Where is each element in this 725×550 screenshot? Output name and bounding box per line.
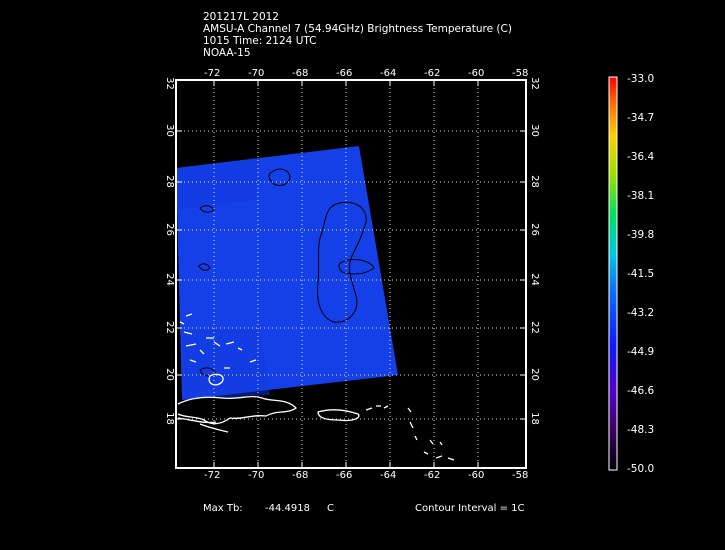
- lon-tick-top: -58: [512, 68, 529, 79]
- lon-tick-top: -62: [424, 68, 441, 79]
- max-tb-value: -44.4918: [265, 503, 310, 514]
- lat-tick-left: 20: [163, 368, 175, 381]
- lat-tick-left: 22: [163, 321, 175, 334]
- lat-tick-left: 26: [163, 223, 175, 236]
- hispaniola-coast: [208, 373, 224, 386]
- lon-tick-top: -70: [248, 68, 265, 79]
- colorbar: [608, 76, 618, 471]
- time-title-line: 1015 Time: 2124 UTC: [203, 35, 317, 47]
- lon-tick-bottom: -68: [292, 470, 309, 481]
- lon-tick-top: -68: [292, 68, 309, 79]
- frame-ticks: [176, 80, 526, 468]
- colorbar-label: -41.5: [627, 268, 655, 280]
- lat-tick-right: 26: [528, 223, 540, 236]
- contour-line: [198, 263, 211, 271]
- lon-tick-bottom: -66: [336, 470, 353, 481]
- hispaniola-coast: [177, 395, 297, 425]
- colorbar-label: -46.6: [627, 385, 655, 397]
- max-tb-unit: C: [327, 503, 334, 514]
- lat-tick-left: 18: [163, 412, 175, 425]
- bahamas-coast: [179, 313, 257, 369]
- satellite-title-line: NOAA-15: [203, 47, 251, 59]
- colorbar-label: -48.3: [627, 424, 655, 436]
- colorbar-label: -38.1: [627, 190, 655, 202]
- lon-tick-bottom: -58: [512, 470, 529, 481]
- channel-title-line: AMSU-A Channel 7 (54.94GHz) Brightness T…: [203, 23, 512, 35]
- lat-tick-left: 32: [163, 77, 175, 90]
- contour-line: [199, 205, 215, 213]
- colorbar-label: -39.8: [627, 229, 655, 241]
- colorbar-label: -33.0: [627, 73, 655, 85]
- colorbar-label: -44.9: [627, 346, 655, 358]
- lat-tick-left: 30: [163, 124, 175, 137]
- contour-line: [338, 259, 375, 275]
- lat-tick-right: 24: [528, 273, 540, 286]
- lon-tick-top: -60: [468, 68, 485, 79]
- colorbar-label: -50.0: [627, 463, 655, 475]
- lat-tick-right: 18: [528, 412, 540, 425]
- lat-tick-right: 22: [528, 321, 540, 334]
- contour-interval-label: Contour Interval = 1C: [415, 503, 525, 514]
- lat-tick-left: 24: [163, 273, 175, 286]
- max-tb-label: Max Tb:: [203, 503, 243, 514]
- colorbar-label: -43.2: [627, 307, 655, 319]
- map-frame: [175, 79, 527, 469]
- swath-cold-patch: [176, 158, 260, 210]
- lat-tick-right: 20: [528, 368, 540, 381]
- colorbar-label: -34.7: [627, 112, 655, 124]
- puerto-rico-coast: [317, 409, 360, 422]
- swath-cold-patch: [182, 330, 270, 400]
- lon-tick-top: -64: [380, 68, 397, 79]
- lon-tick-top: -72: [204, 68, 221, 79]
- contour-line: [268, 168, 291, 186]
- lon-tick-bottom: -60: [468, 470, 485, 481]
- lon-tick-bottom: -62: [424, 470, 441, 481]
- lon-tick-top: -66: [336, 68, 353, 79]
- lesser-antilles-coast: [407, 407, 455, 461]
- graticule: [176, 80, 526, 468]
- lat-tick-left: 28: [163, 175, 175, 188]
- lon-tick-bottom: -64: [380, 470, 397, 481]
- lon-tick-bottom: -70: [248, 470, 265, 481]
- lon-tick-bottom: -72: [204, 470, 221, 481]
- colorbar-label: -36.4: [627, 151, 655, 163]
- contour-line: [317, 201, 367, 323]
- lat-tick-right: 28: [528, 175, 540, 188]
- lat-tick-right: 30: [528, 124, 540, 137]
- virgin-islands-coast: [365, 405, 389, 411]
- lat-tick-right: 32: [528, 77, 540, 90]
- product-title-line: 201217L 2012: [203, 11, 279, 23]
